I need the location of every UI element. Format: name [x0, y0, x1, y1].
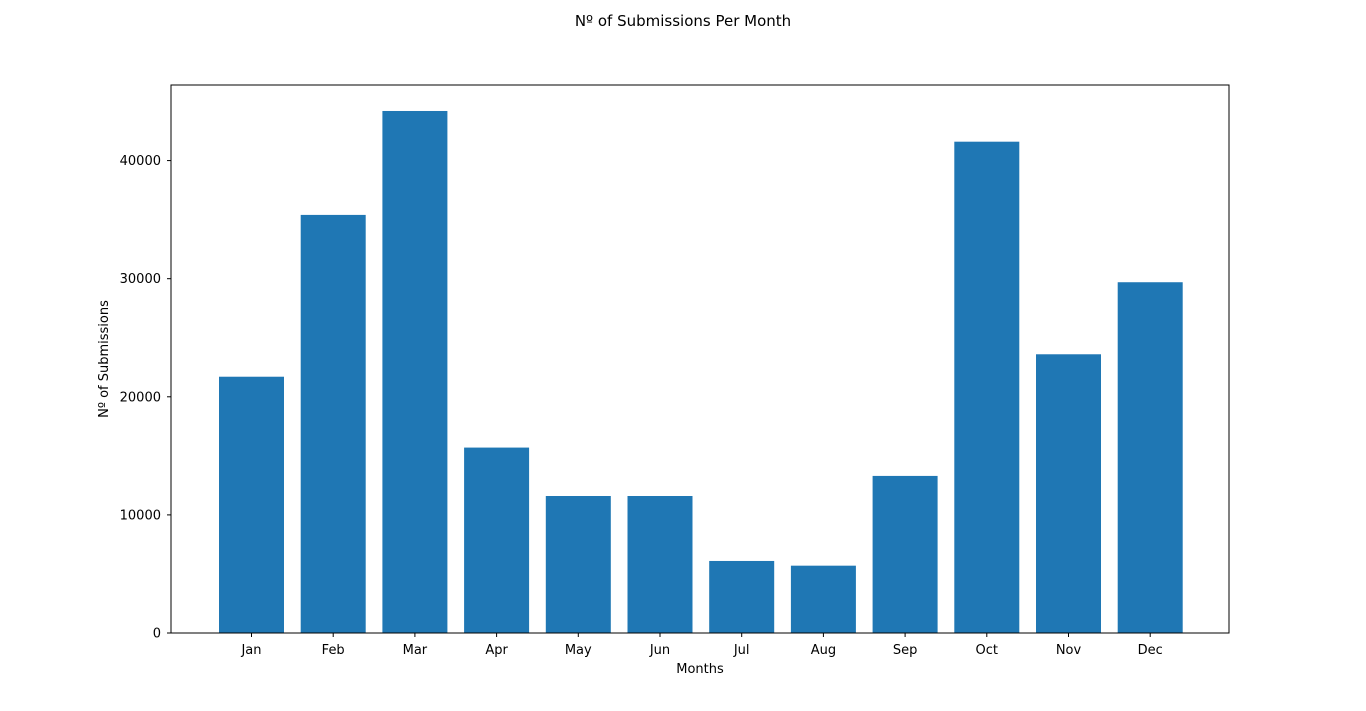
bar-feb — [300, 214, 366, 633]
x-axis-label: Months — [676, 662, 724, 677]
x-tick-label: Nov — [1056, 643, 1082, 658]
x-tick-label: Dec — [1138, 643, 1163, 658]
bar-nov — [1036, 354, 1101, 633]
x-tick-label: Jun — [649, 643, 670, 658]
x-tick-label: Mar — [403, 643, 428, 658]
y-tick-label: 20000 — [120, 390, 161, 405]
y-tick-label: 30000 — [120, 272, 161, 287]
x-tick-label: Apr — [485, 643, 508, 658]
bar-jun — [627, 496, 693, 633]
y-axis-ticks: 0 10000 20000 30000 40000 — [120, 154, 171, 642]
x-tick-label: Feb — [322, 643, 345, 658]
y-axis-label: Nº of Submissions — [97, 300, 112, 418]
bar-jul — [709, 560, 775, 633]
x-tick-label: Jan — [240, 643, 261, 658]
bar-oct — [954, 141, 1020, 633]
bar-jan — [219, 376, 284, 633]
y-tick-label: 40000 — [120, 154, 161, 169]
x-tick-label: Aug — [811, 643, 836, 658]
x-tick-label: May — [565, 643, 592, 658]
bar-mar — [382, 110, 448, 634]
x-tick-label: Oct — [976, 643, 998, 658]
bar-aug — [790, 565, 856, 633]
bar-may — [545, 496, 611, 633]
bars-group — [219, 110, 1183, 634]
x-tick-label: Jul — [733, 643, 750, 658]
x-tick-label: Sep — [893, 643, 918, 658]
bar-sep — [872, 475, 938, 633]
bar-apr — [464, 447, 530, 633]
bar-dec — [1117, 282, 1183, 633]
chart-title: Nº of Submissions Per Month — [575, 12, 791, 30]
x-axis-ticks: Jan Feb Mar Apr May Jun Jul Aug Sep Oct Nov Dec — [240, 633, 1163, 658]
y-tick-label: 0 — [153, 627, 161, 642]
y-tick-label: 10000 — [120, 508, 161, 523]
plot-frame — [170, 84, 1230, 634]
